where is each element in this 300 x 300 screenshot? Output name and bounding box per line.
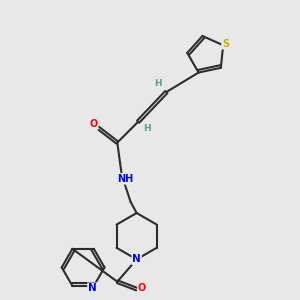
Text: H: H [143,124,151,133]
Text: O: O [138,283,146,292]
Text: S: S [222,39,229,49]
Text: N: N [132,254,141,264]
Text: N: N [88,283,97,293]
Text: NH: NH [117,174,134,184]
Text: H: H [154,79,162,88]
Text: O: O [89,119,98,129]
